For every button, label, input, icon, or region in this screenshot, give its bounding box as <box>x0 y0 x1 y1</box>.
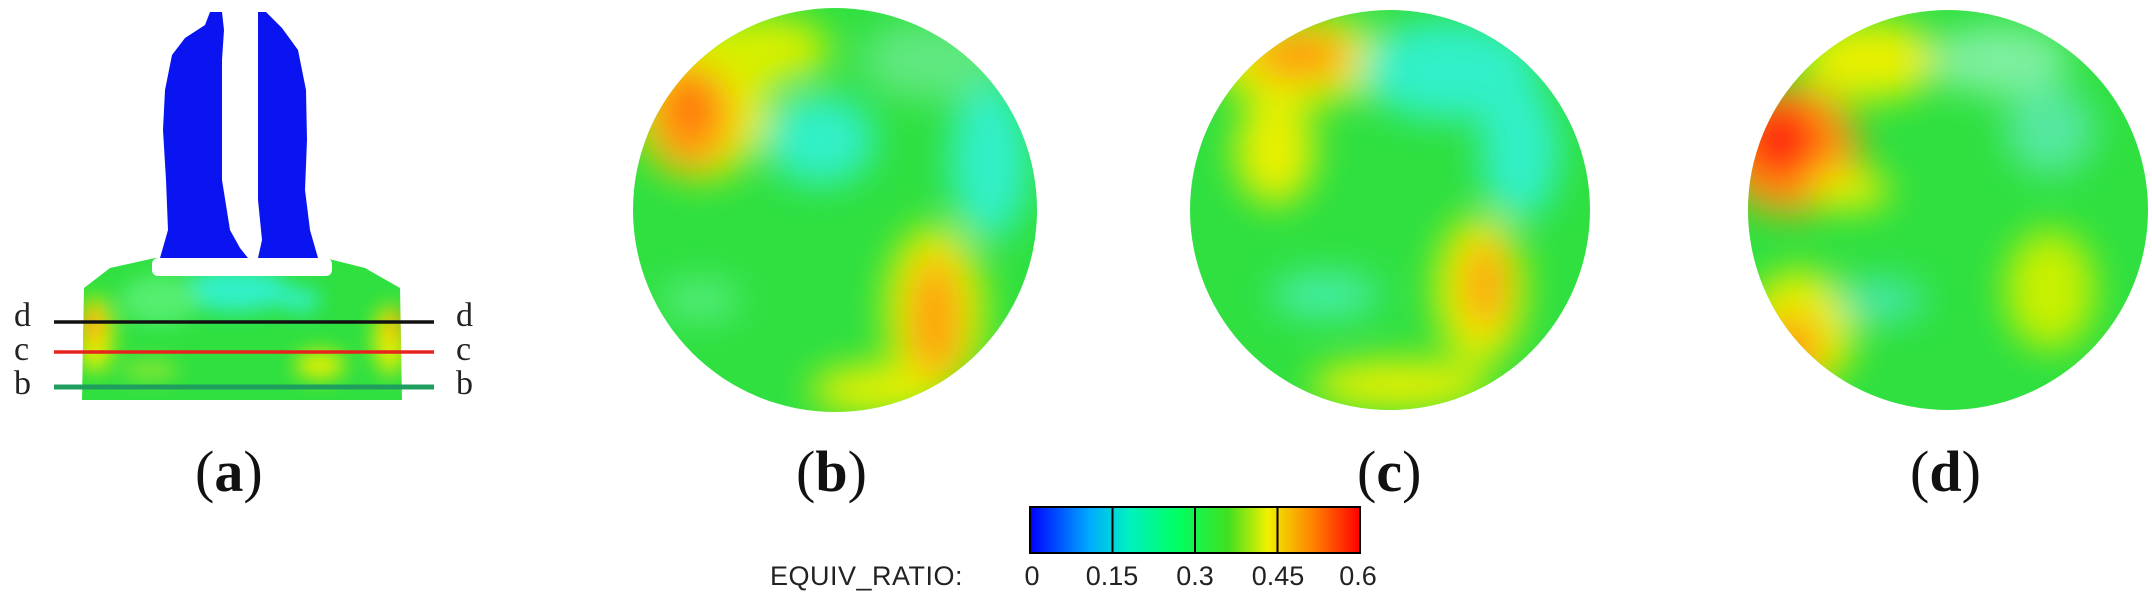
line-tag-d-right: d <box>456 297 473 334</box>
colorbar-tick: 0.3 <box>1176 561 1214 591</box>
colorbar-title: EQUIV_RATIO: <box>770 561 964 591</box>
section-d-contour <box>1748 10 2148 410</box>
left-valve <box>160 12 248 258</box>
line-tag-c-left: c <box>14 331 30 368</box>
intake-valves <box>160 12 318 258</box>
colorbar-tick: 0.45 <box>1251 561 1305 591</box>
panel-label-c: (c) <box>1357 439 1422 504</box>
chamber-contour <box>82 258 402 400</box>
section-c-contour <box>1190 10 1590 410</box>
panel-label-b: (b) <box>796 439 867 504</box>
valve-seat-gap <box>152 258 332 276</box>
colorbar <box>1029 506 1361 554</box>
section-b-contour <box>633 8 1037 412</box>
line-tag-b-right: b <box>456 365 473 402</box>
colorbar-tick: 0 <box>1024 561 1040 591</box>
colorbar-tick: 0.6 <box>1339 561 1377 591</box>
line-tag-d-left: d <box>14 297 31 334</box>
line-tag-b-left: b <box>14 365 31 402</box>
panel-label-d: (d) <box>1910 439 1981 504</box>
line-tag-c-right: c <box>456 331 472 368</box>
panel-label-a: (a) <box>195 439 263 504</box>
right-valve <box>258 12 318 258</box>
colorbar-tick: 0.15 <box>1085 561 1139 591</box>
